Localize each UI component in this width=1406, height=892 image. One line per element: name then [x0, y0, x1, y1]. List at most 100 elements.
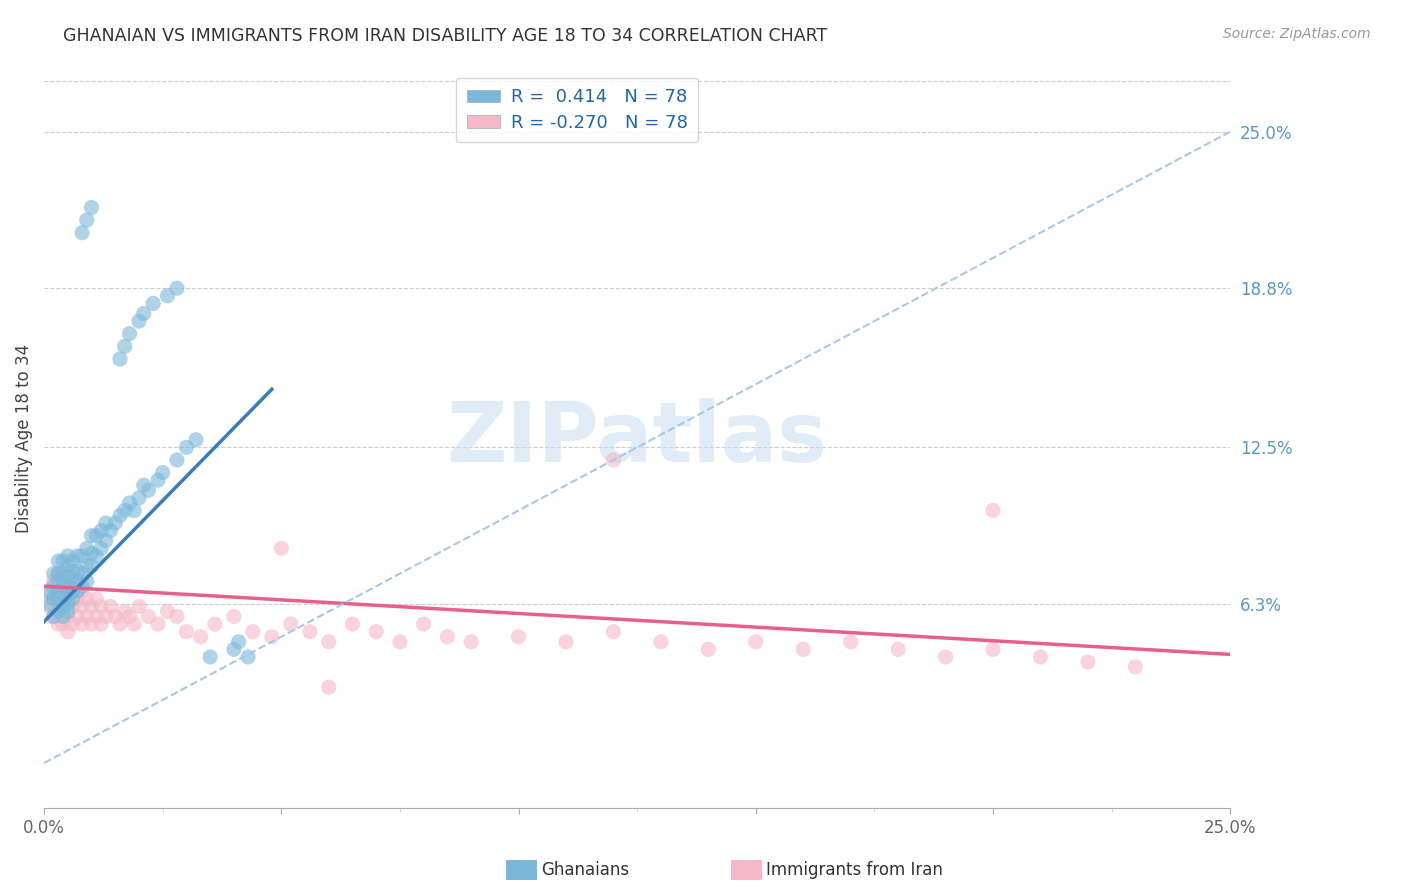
Point: [118, 496, 141, 510]
Point: [90, 599, 112, 614]
Point: [118, 609, 141, 624]
Point: [52, 566, 75, 581]
Point: [56, 574, 79, 589]
Point: [366, 624, 388, 639]
Point: [176, 624, 198, 639]
Point: [114, 605, 136, 619]
Point: [52, 554, 75, 568]
Point: [204, 617, 226, 632]
Point: [280, 617, 302, 632]
Point: [152, 466, 174, 480]
Point: [114, 339, 136, 353]
Point: [42, 609, 65, 624]
Text: Source: ZipAtlas.com: Source: ZipAtlas.com: [1223, 27, 1371, 41]
Point: [80, 546, 103, 560]
Point: [1123, 660, 1146, 674]
Point: [70, 584, 93, 599]
Point: [52, 617, 75, 632]
Point: [66, 564, 89, 578]
Point: [66, 584, 89, 599]
Point: [228, 634, 250, 648]
Point: [52, 599, 75, 614]
Point: [80, 559, 103, 574]
Point: [46, 566, 69, 581]
Point: [222, 609, 245, 624]
Point: [46, 574, 69, 589]
Point: [388, 634, 411, 648]
Point: [436, 630, 458, 644]
Point: [42, 566, 65, 581]
Point: [56, 569, 79, 583]
Point: [318, 680, 340, 694]
Point: [62, 579, 84, 593]
Point: [236, 649, 259, 664]
Point: [190, 630, 212, 644]
Point: [56, 597, 79, 611]
Point: [46, 617, 69, 632]
Point: [981, 642, 1004, 657]
Point: [70, 579, 93, 593]
Point: [38, 584, 60, 599]
Point: [887, 642, 910, 657]
Point: [412, 617, 434, 632]
Point: [90, 617, 112, 632]
Point: [66, 574, 89, 589]
Legend: R =  0.414   N = 78, R = -0.270   N = 78: R = 0.414 N = 78, R = -0.270 N = 78: [457, 78, 699, 143]
Point: [76, 591, 98, 606]
Point: [242, 624, 264, 639]
Point: [184, 433, 207, 447]
Point: [42, 591, 65, 606]
Point: [70, 226, 93, 240]
Point: [90, 541, 112, 556]
Text: Immigrants from Iran: Immigrants from Iran: [766, 861, 943, 879]
Point: [52, 609, 75, 624]
Point: [56, 559, 79, 574]
Point: [76, 559, 98, 574]
Point: [1077, 655, 1099, 669]
Point: [80, 201, 103, 215]
Point: [46, 605, 69, 619]
Point: [38, 597, 60, 611]
Point: [108, 508, 131, 523]
Point: [460, 634, 482, 648]
Point: [166, 281, 188, 295]
Point: [62, 599, 84, 614]
Point: [42, 579, 65, 593]
Point: [100, 599, 122, 614]
Point: [70, 599, 93, 614]
Point: [222, 642, 245, 657]
Point: [84, 529, 107, 543]
Point: [66, 549, 89, 563]
Point: [138, 609, 160, 624]
Point: [94, 516, 117, 530]
Point: [104, 516, 127, 530]
Point: [935, 649, 957, 664]
Point: [100, 524, 122, 538]
Point: [46, 605, 69, 619]
Point: [62, 584, 84, 599]
Point: [76, 541, 98, 556]
Point: [90, 524, 112, 538]
Point: [38, 584, 60, 599]
Point: [52, 599, 75, 614]
Text: Ghanaians: Ghanaians: [541, 861, 630, 879]
Point: [46, 584, 69, 599]
Point: [70, 617, 93, 632]
Point: [52, 579, 75, 593]
Point: [62, 591, 84, 606]
Point: [602, 624, 624, 639]
Point: [76, 574, 98, 589]
Point: [80, 529, 103, 543]
Point: [602, 453, 624, 467]
Point: [555, 634, 578, 648]
Point: [80, 617, 103, 632]
Point: [176, 440, 198, 454]
Point: [56, 579, 79, 593]
Point: [156, 289, 179, 303]
Point: [62, 574, 84, 589]
Point: [270, 541, 292, 556]
Point: [1029, 649, 1052, 664]
Point: [146, 617, 169, 632]
Point: [80, 599, 103, 614]
Point: [132, 306, 155, 320]
